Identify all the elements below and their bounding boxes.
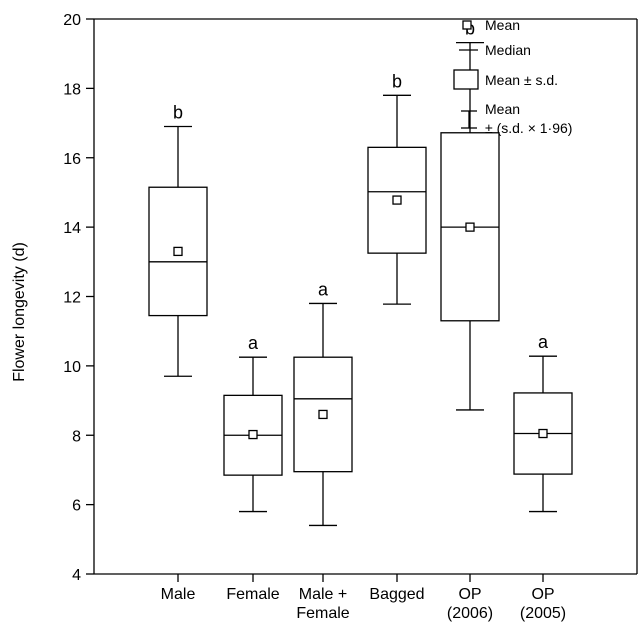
y-tick-label: 8 (72, 428, 81, 445)
mean-marker (538, 428, 548, 439)
x-category-label: Male + Female (296, 586, 349, 622)
box-group: b Male (148, 103, 208, 603)
box-group: a OP (2005) (513, 332, 573, 622)
y-axis-title: Flower longevity (d) (11, 242, 28, 382)
y-tick-label: 4 (72, 567, 81, 584)
x-category-label-line: Male (161, 586, 196, 603)
x-category-label: OP (2006) (447, 586, 493, 622)
legend-box-symbol (453, 69, 479, 90)
x-category-label-line: Bagged (369, 586, 424, 603)
legend: Mean Median Mean ± s.d. Mean ± (s.d. × 1·96) (453, 17, 572, 136)
significance-letter: a (248, 333, 259, 353)
x-category-label: Female (226, 586, 279, 603)
box-group: bOP(2006) (440, 19, 500, 622)
x-category-label-line: Female (226, 586, 279, 603)
x-category-label: OP (2005) (520, 586, 566, 622)
y-tick-label: 18 (63, 81, 81, 98)
box-group: a Female (223, 333, 283, 603)
y-tick-label: 20 (63, 12, 81, 29)
x-category-label: Male (161, 586, 196, 603)
sd-box (367, 146, 427, 254)
legend-mean-symbol (462, 20, 472, 30)
box-group: a Male + Female (293, 279, 353, 622)
mean-marker (248, 429, 258, 440)
x-category-label-line: Female (296, 605, 349, 622)
legend-whisker-label-line2: ± (s.d. × 1·96) (485, 120, 572, 136)
legend-mean-label: Mean (485, 17, 520, 33)
y-tick-label: 14 (63, 220, 81, 237)
significance-letter: a (318, 279, 329, 299)
significance-letter: a (538, 332, 549, 352)
x-category-label-line: OP (531, 586, 554, 603)
x-category-label-line: (2006) (447, 605, 493, 622)
mean-marker (173, 246, 183, 257)
legend-whisker-label-line1: Mean (485, 101, 520, 117)
mean-marker (392, 195, 402, 205)
x-category-label-line: (2005) (520, 605, 566, 622)
x-category-label-line: OP (458, 586, 481, 603)
y-tick-label: 12 (63, 290, 81, 307)
significance-letter: b (173, 103, 183, 123)
legend-box-label: Mean ± s.d. (485, 72, 558, 88)
mean-marker (318, 409, 328, 420)
y-tick-label: 16 (63, 151, 81, 168)
axes: 4 6 8 10 12 14 16 18 20 (63, 12, 638, 584)
significance-letter: b (392, 71, 402, 91)
x-category-label-line: Male + (299, 586, 347, 603)
legend-median-label: Median (485, 42, 531, 58)
mean-marker (465, 222, 475, 232)
y-tick-label: 10 (63, 359, 81, 376)
y-tick-label: 6 (72, 498, 81, 515)
box-group: b Bagged (367, 71, 427, 603)
x-category-label: Bagged (369, 586, 424, 603)
